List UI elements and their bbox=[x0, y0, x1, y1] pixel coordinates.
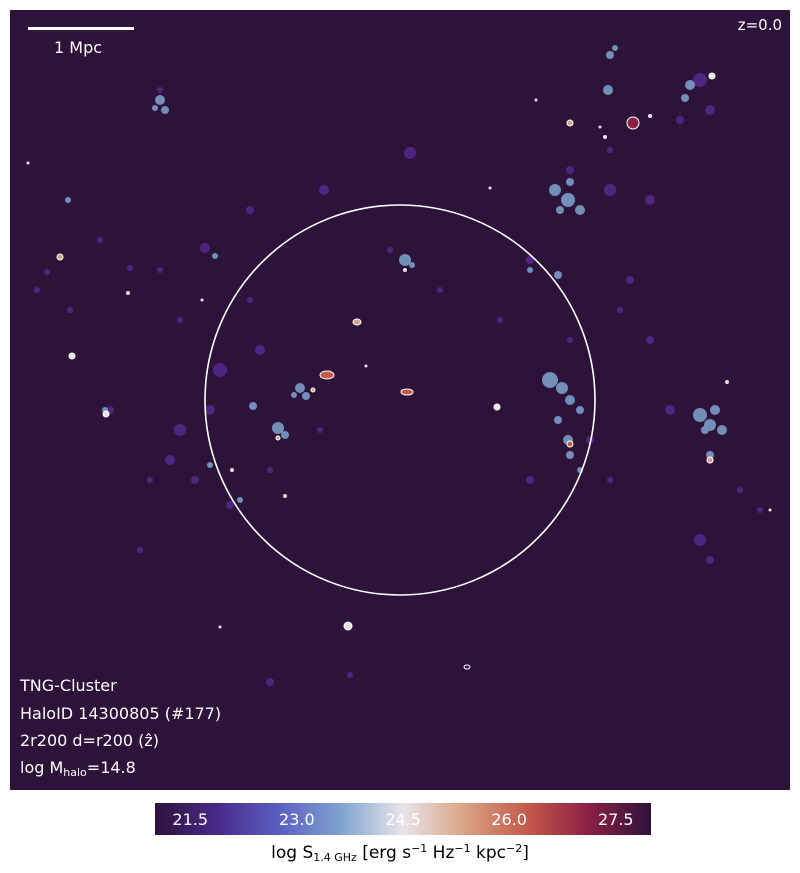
halo-mass-subscript: halo bbox=[63, 766, 87, 779]
colorbar-tick: 21.5 bbox=[172, 810, 209, 829]
halo-id: HaloID 14300805 (#177) bbox=[20, 704, 222, 723]
scale-bar bbox=[28, 27, 134, 30]
r200-circle bbox=[204, 204, 596, 596]
cb-label-subscript: 1.4 GHz bbox=[313, 851, 357, 864]
cb-label-part: Hz bbox=[427, 843, 455, 863]
halo-mass: log Mhalo=14.8 bbox=[20, 758, 136, 779]
scale-bar-label: 1 Mpc bbox=[54, 38, 103, 57]
halo-mass-value: =14.8 bbox=[86, 758, 136, 777]
redshift-label: z=0.0 bbox=[737, 16, 782, 34]
simulation-name: TNG-Cluster bbox=[20, 676, 117, 695]
projection-info: 2r200 d=r200 (ẑ) bbox=[20, 731, 160, 750]
colorbar: 21.5 23.0 24.5 26.0 27.5 bbox=[155, 803, 651, 835]
radio-emission-map: 1 Mpc z=0.0 TNG-Cluster HaloID 14300805 … bbox=[10, 10, 790, 790]
cb-label-superscript: −1 bbox=[411, 842, 428, 855]
cb-label-part: log S bbox=[271, 843, 314, 863]
cb-label-part: ] bbox=[522, 843, 529, 863]
cb-label-superscript: −1 bbox=[454, 842, 471, 855]
bright-emission-hotspots bbox=[26, 72, 772, 670]
halo-mass-prefix: log M bbox=[20, 758, 64, 777]
colorbar-label: log S1.4 GHz [erg s−1 Hz−1 kpc−2] bbox=[0, 842, 800, 864]
colorbar-tick: 24.5 bbox=[385, 810, 421, 829]
colorbar-tick: 26.0 bbox=[491, 810, 527, 829]
emission-map-graphic bbox=[26, 45, 772, 686]
cb-label-superscript: −2 bbox=[506, 842, 523, 855]
cb-label-part: [erg s bbox=[356, 843, 412, 863]
colorbar-tick: 27.5 bbox=[597, 810, 634, 829]
blue-emission-clumps bbox=[65, 45, 727, 503]
cb-label-part: kpc bbox=[470, 843, 507, 863]
faint-emission-blobs bbox=[34, 73, 763, 686]
colorbar-tick: 23.0 bbox=[279, 810, 315, 829]
